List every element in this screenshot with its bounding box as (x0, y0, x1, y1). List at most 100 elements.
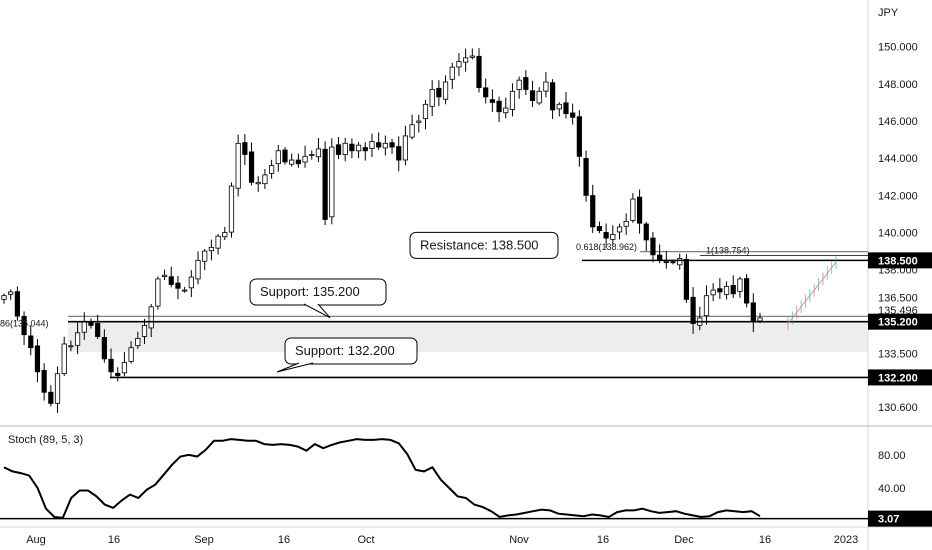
candle-body (476, 55, 482, 89)
candle-body (28, 335, 34, 349)
candle-body (389, 142, 395, 148)
candle-body (34, 345, 41, 373)
projection-line (787, 261, 837, 324)
candle-body (657, 254, 663, 261)
candle-body (202, 250, 208, 262)
candle-body (630, 198, 636, 221)
candle-body (590, 195, 596, 228)
candle-body (81, 321, 87, 333)
candle-body (295, 159, 301, 165)
price-tag-label: 135.200 (878, 317, 918, 329)
candle-body (108, 358, 114, 373)
candle-body (677, 258, 683, 266)
candle-body (309, 154, 315, 156)
candle-body (563, 102, 569, 115)
candle-body (175, 282, 181, 289)
price-axis[interactable]: 150.000 148.000 146.000 144.000 142.000 140.0… (868, 42, 932, 527)
candle-body (115, 372, 121, 376)
candle-body (14, 291, 20, 317)
candle-body (121, 362, 128, 374)
candle-body (402, 135, 409, 161)
time-axis[interactable]: Aug 16 Sep 16 Oct Nov 16 Dec 16 2023 (26, 534, 858, 546)
candle-body (262, 174, 268, 185)
current-price-label: 135.496 (878, 305, 918, 317)
callout-box[interactable] (409, 231, 559, 259)
candle-body (496, 100, 502, 113)
price-tick-label: 130.600 (878, 402, 918, 414)
candle-body (349, 143, 355, 152)
candle-body (509, 90, 516, 110)
candle-body (643, 223, 649, 241)
candle-body (449, 66, 455, 80)
candle-body (516, 79, 522, 90)
candle-body (21, 315, 27, 336)
candle-body (275, 150, 281, 165)
callout-text: Resistance: 138.500 (420, 237, 539, 252)
candle-body (583, 158, 589, 196)
candle-body (235, 142, 241, 189)
candle-body (141, 324, 148, 337)
candle-body (101, 337, 107, 360)
candle-body (543, 81, 549, 92)
candle-body (723, 285, 730, 295)
candle-body (248, 151, 255, 183)
candle-body (342, 142, 348, 155)
candle-body (690, 296, 696, 324)
candle-body (68, 345, 74, 348)
candle-body (355, 144, 362, 152)
candle-body (208, 246, 214, 252)
currency-label: JPY (878, 7, 899, 19)
candle-body (329, 146, 335, 218)
candle-body (376, 142, 382, 148)
candle-body (242, 142, 248, 155)
callout-box[interactable] (284, 337, 418, 365)
price-tag[interactable] (868, 369, 932, 386)
candle-body (74, 332, 81, 346)
candle-body (8, 291, 14, 295)
support-zone[interactable] (68, 322, 868, 352)
price-tick-label: 148.000 (878, 79, 918, 91)
fib-label: 0.618(138.962) (576, 242, 637, 252)
candle-body (610, 233, 616, 240)
candle-body (302, 155, 308, 163)
candle-body (529, 90, 536, 102)
time-tick-label: 16 (597, 534, 609, 546)
levels-layer: 0.618(138.962) 1(138.754) 86(135.044) (0, 242, 868, 379)
time-tick-label: Sep (194, 534, 214, 546)
candle-body (41, 370, 47, 393)
candle-body (523, 77, 529, 90)
candle-body (315, 148, 322, 158)
candle-body (161, 274, 168, 277)
candle-body (710, 289, 716, 296)
candle-body (335, 144, 342, 155)
candle-body (95, 323, 101, 337)
callouts-layer: Resistance: 138.500 Support: 135.200 Suppo… (249, 231, 559, 373)
projection-layer (787, 255, 837, 331)
candle-body (215, 235, 221, 249)
candle-body (730, 285, 736, 295)
candle-body (536, 90, 542, 104)
fib-label: 1(138.754) (706, 246, 750, 256)
stoch-value-tag[interactable] (868, 510, 932, 527)
time-tick-label: 16 (278, 534, 290, 546)
time-tick-label: 16 (759, 534, 771, 546)
candle-body (757, 317, 763, 322)
candle-body (382, 142, 388, 149)
candle-body (1, 295, 7, 300)
candle-body (362, 147, 368, 152)
price-tag[interactable] (868, 252, 932, 269)
candle-body (48, 391, 54, 404)
candle-body (155, 278, 161, 307)
candle-body (409, 124, 415, 138)
price-tick-label: 150.000 (878, 42, 918, 54)
time-tick-label: Nov (509, 534, 529, 546)
candle-body (463, 57, 469, 63)
price-tag[interactable] (868, 313, 932, 330)
candle-body (416, 120, 422, 123)
candle-body (429, 89, 435, 107)
candle-body (182, 289, 188, 292)
candle-body (556, 103, 562, 110)
candle-body (744, 278, 750, 304)
fib-label: 86(135.044) (0, 319, 49, 329)
